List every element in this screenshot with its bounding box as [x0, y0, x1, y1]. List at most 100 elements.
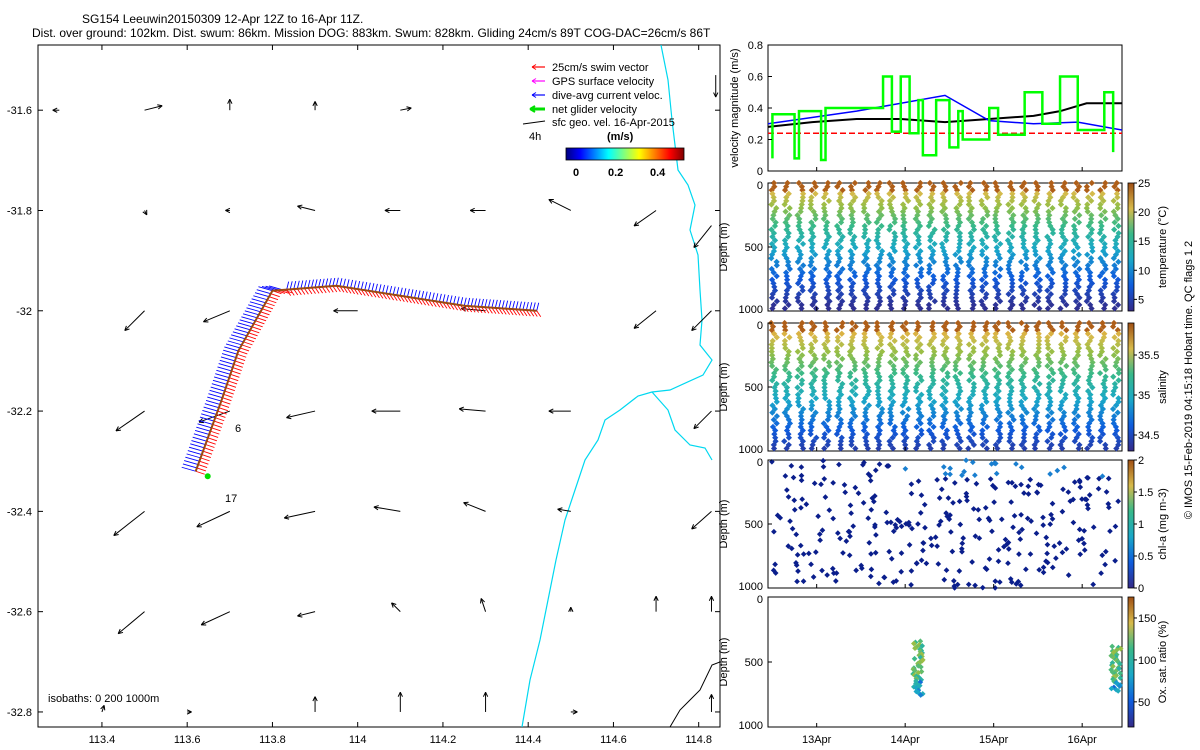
dac-vector: [201, 413, 216, 419]
profile-point: [1048, 348, 1055, 355]
profile-point: [1071, 215, 1079, 222]
date-tick-label: 14Apr: [890, 734, 920, 746]
profile-point: [834, 377, 842, 384]
geo-vector: [52, 107, 60, 113]
profile-point: [1049, 226, 1056, 233]
geo-vector-shaft: [459, 408, 486, 412]
profile-point: [1033, 530, 1040, 537]
profile-point: [876, 580, 882, 587]
profile-point: [1036, 305, 1043, 312]
profile-point: [1083, 187, 1090, 194]
profile-point: [959, 548, 965, 555]
geo-vector-head: [227, 98, 233, 104]
profile-point: [1112, 244, 1119, 251]
geo-vector: [693, 410, 712, 430]
profile-point: [848, 441, 855, 448]
profile-point: [979, 251, 986, 258]
dac-vector: [403, 288, 407, 297]
geo-vector-shaft: [693, 225, 712, 248]
profile-point: [1101, 240, 1108, 248]
profile-point: [1049, 269, 1056, 276]
dac-vector: [249, 301, 265, 307]
dac-vector: [246, 307, 261, 313]
profile-point: [813, 549, 819, 555]
profile-point: [936, 495, 943, 501]
profile-point: [798, 370, 805, 377]
profile-point: [930, 434, 937, 441]
profile-point: [1045, 344, 1052, 352]
profile-point: [1107, 528, 1113, 534]
swim-vector: [215, 417, 225, 422]
profile-point: [930, 258, 938, 265]
dac-vector: [258, 286, 273, 292]
profile-point: [912, 355, 919, 362]
profile-point: [811, 265, 818, 273]
profile-point: [773, 420, 780, 427]
swim-vector: [227, 380, 238, 385]
geo-vector-head: [568, 607, 574, 612]
profile-point: [1020, 434, 1027, 441]
colorbar-tick-label: 20: [1138, 207, 1150, 219]
profile-point: [963, 493, 970, 500]
dac-vector: [396, 287, 400, 296]
geo-vector: [144, 104, 163, 111]
map-ytick-label: -31.6: [7, 105, 32, 117]
profile-point: [995, 546, 1002, 553]
profile-point: [790, 474, 797, 481]
profile-point: [772, 434, 779, 441]
swim-vector: [224, 390, 234, 395]
profile-point: [926, 391, 933, 398]
profile-point: [1047, 290, 1054, 298]
swim-vector: [212, 424, 222, 428]
profile-point: [1036, 283, 1044, 291]
profile-point: [980, 355, 987, 362]
profile-point: [822, 494, 829, 500]
map-axis-ticks: 113.4 113.6 113.8 114 114.2 114.4 114.6 114.8 -3…: [7, 45, 720, 746]
geo-vector: [333, 308, 358, 314]
profile-point: [926, 420, 934, 427]
profile-point: [1114, 194, 1121, 201]
profile-point: [872, 493, 878, 499]
profile-point: [957, 420, 964, 427]
profile-point: [1059, 233, 1067, 240]
profile-point: [1058, 330, 1065, 337]
swim-vector: [226, 383, 237, 388]
profile-ytick-label: 1000: [739, 304, 763, 316]
profile-point: [1007, 391, 1014, 398]
profile-point: [1111, 183, 1118, 190]
profile-point: [1115, 395, 1122, 402]
profile-ylabel: Depth (m): [718, 223, 730, 272]
profile-point: [798, 477, 805, 484]
dac-vector: [536, 302, 540, 311]
dac-vector: [244, 310, 259, 316]
dac-vector: [494, 299, 498, 309]
profile-point: [839, 355, 846, 362]
swim-vector: [260, 311, 270, 316]
profile-point: [809, 370, 816, 377]
legend-swim: 25cm/s swim vector: [552, 62, 649, 74]
profile-point: [1089, 247, 1096, 255]
dac-vector: [335, 277, 339, 286]
geo-vector: [557, 507, 571, 513]
profile-point: [1071, 226, 1078, 233]
profile-point: [842, 489, 849, 496]
profile-point: [1023, 208, 1030, 215]
profile-point: [1101, 330, 1108, 337]
swim-vector: [195, 470, 205, 475]
profile-panel-temp: 0 500 1000 Depth (m) 5 10 15 20 25 temperature (°…: [718, 178, 1169, 316]
profile-point: [1090, 581, 1097, 588]
profile-point: [860, 258, 867, 265]
profile-point: [1057, 430, 1064, 438]
profile-point: [982, 565, 989, 571]
dac-vector: [375, 283, 378, 292]
profile-point: [833, 578, 839, 584]
geo-vector-head: [371, 408, 377, 414]
profile-point: [785, 301, 792, 308]
profile-point: [1085, 430, 1092, 438]
profile-point: [1008, 405, 1015, 413]
day-label-6: 6: [235, 423, 241, 435]
day-label-17: 17: [225, 493, 237, 505]
geo-vector-shaft: [124, 310, 145, 331]
profile-point: [943, 510, 949, 516]
profile-point: [826, 398, 833, 405]
